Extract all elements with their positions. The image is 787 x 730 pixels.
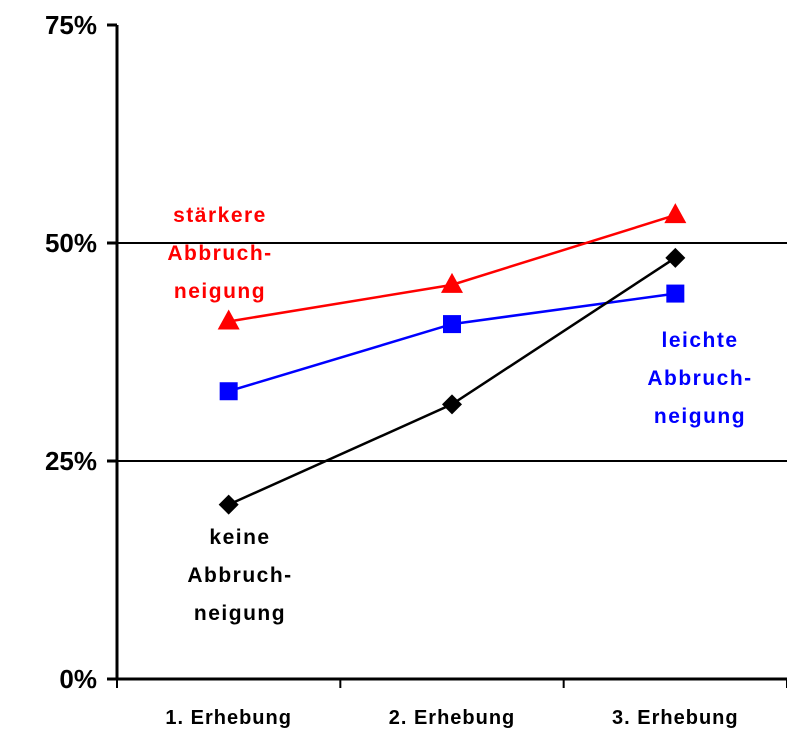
series-label: Abbruch- (187, 564, 292, 587)
series-label: leichte (661, 329, 738, 352)
series-label: Abbruch- (647, 367, 752, 390)
y-tick-label: 50% (45, 228, 97, 258)
data-point-square (666, 284, 685, 303)
series-label: stärkere (173, 204, 267, 227)
series-labels: stärkere Abbruch-neigung leichte Abbruch-ne… (167, 204, 752, 625)
data-point-square (443, 315, 461, 334)
x-tick-label: 3. Erhebung (612, 707, 739, 729)
gridlines (117, 242, 787, 462)
y-tick-label: 25% (45, 446, 97, 476)
series-label: Abbruch- (167, 242, 272, 265)
axes (115, 25, 787, 681)
series-label: neigung (654, 405, 746, 428)
data-point-triangle (664, 203, 687, 224)
series-line (228, 256, 677, 506)
x-tick-label: 2. Erhebung (389, 707, 516, 729)
y-axis-ticks: 0% 25% 50% 75% (45, 10, 117, 694)
data-point-triangle (441, 272, 463, 293)
series-label: neigung (194, 602, 286, 625)
series-label: neigung (174, 280, 266, 303)
x-tick-label: 1. Erhebung (165, 707, 292, 729)
data-point-diamond (442, 394, 462, 415)
y-tick-label: 75% (45, 10, 97, 40)
data-point-diamond (218, 494, 239, 515)
data-point-triangle (217, 309, 240, 330)
x-axis-ticks: 1. Erhebung 2. Erhebung 3. Erhebung (116, 679, 787, 729)
series-label: keine (209, 526, 270, 549)
series-markers (217, 203, 687, 515)
series-line (228, 213, 676, 323)
series-line (228, 292, 676, 393)
y-tick-label: 0% (59, 664, 97, 694)
data-point-square (219, 382, 238, 401)
data-point-diamond (665, 247, 686, 268)
